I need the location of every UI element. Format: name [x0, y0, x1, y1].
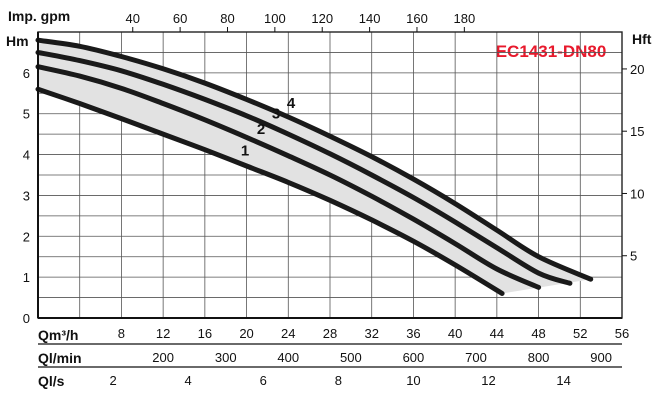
top-tick-label: 160 [406, 11, 428, 26]
top-tick-label: 120 [311, 11, 333, 26]
qls-tick-label: 2 [109, 373, 116, 388]
qlmin-tick-label: 800 [528, 350, 550, 365]
curve-label-1: 1 [241, 142, 249, 159]
x-tick-label: 8 [118, 326, 125, 341]
qlmin-tick-label: 300 [215, 350, 237, 365]
qls-tick-label: 6 [260, 373, 267, 388]
y2-tick-label: 20 [630, 62, 644, 77]
qlmin-tick-label: 700 [465, 350, 487, 365]
chart-title: EC1431-DN80 [496, 42, 607, 61]
qls-tick-label: 14 [556, 373, 570, 388]
qls-axis-label: Ql/s [38, 373, 65, 389]
qls-tick-label: 12 [481, 373, 495, 388]
curve-label-2: 2 [257, 121, 265, 138]
pump-curve-2 [35, 64, 542, 290]
top-tick-label: 60 [173, 11, 187, 26]
y2-tick-label: 10 [630, 186, 644, 201]
pump-curve-1 [35, 86, 505, 296]
x-tick-label: 20 [239, 326, 253, 341]
y-tick-label: 1 [23, 270, 30, 285]
qls-tick-label: 10 [406, 373, 420, 388]
x-tick-label: 56 [615, 326, 629, 341]
top-tick-label: 100 [264, 11, 286, 26]
y-tick-label: 0 [23, 311, 30, 326]
x-tick-label: 44 [490, 326, 504, 341]
x-tick-label: 48 [531, 326, 545, 341]
x-tick-label: 24 [281, 326, 295, 341]
top-tick-label: 80 [220, 11, 234, 26]
curve-label-4: 4 [287, 95, 296, 112]
top-tick-label: 180 [453, 11, 475, 26]
y-tick-label: 6 [23, 66, 30, 81]
pump-curve-3 [35, 49, 573, 286]
y2-tick-label: 15 [630, 124, 644, 139]
y-tick-label: 3 [23, 188, 30, 203]
qlmin-tick-label: 600 [403, 350, 425, 365]
y-axis-label: Hm [6, 33, 29, 49]
pump-curve-4 [35, 37, 594, 282]
x-axis-label: Qm³/h [38, 327, 78, 343]
qlmin-tick-label: 900 [590, 350, 612, 365]
x-tick-label: 52 [573, 326, 587, 341]
x-tick-label: 40 [448, 326, 462, 341]
qlmin-tick-label: 500 [340, 350, 362, 365]
qlmin-tick-label: 200 [152, 350, 174, 365]
curve-label-3: 3 [272, 106, 280, 123]
qlmin-tick-label: 400 [277, 350, 299, 365]
top-tick-label: 40 [126, 11, 140, 26]
y2-axis-label: Hft [632, 31, 652, 47]
x-tick-label: 32 [364, 326, 378, 341]
qls-tick-label: 8 [335, 373, 342, 388]
qls-tick-label: 4 [185, 373, 192, 388]
y-tick-label: 5 [23, 107, 30, 122]
y-tick-label: 4 [23, 148, 30, 163]
qlmin-axis-label: Ql/min [38, 350, 82, 366]
x-tick-label: 12 [156, 326, 170, 341]
x-tick-label: 28 [323, 326, 337, 341]
x-tick-label: 36 [406, 326, 420, 341]
top-tick-label: 140 [359, 11, 381, 26]
y2-tick-label: 5 [630, 249, 637, 264]
y-tick-label: 2 [23, 229, 30, 244]
top-axis-label: Imp. gpm [8, 8, 70, 24]
x-tick-label: 16 [198, 326, 212, 341]
